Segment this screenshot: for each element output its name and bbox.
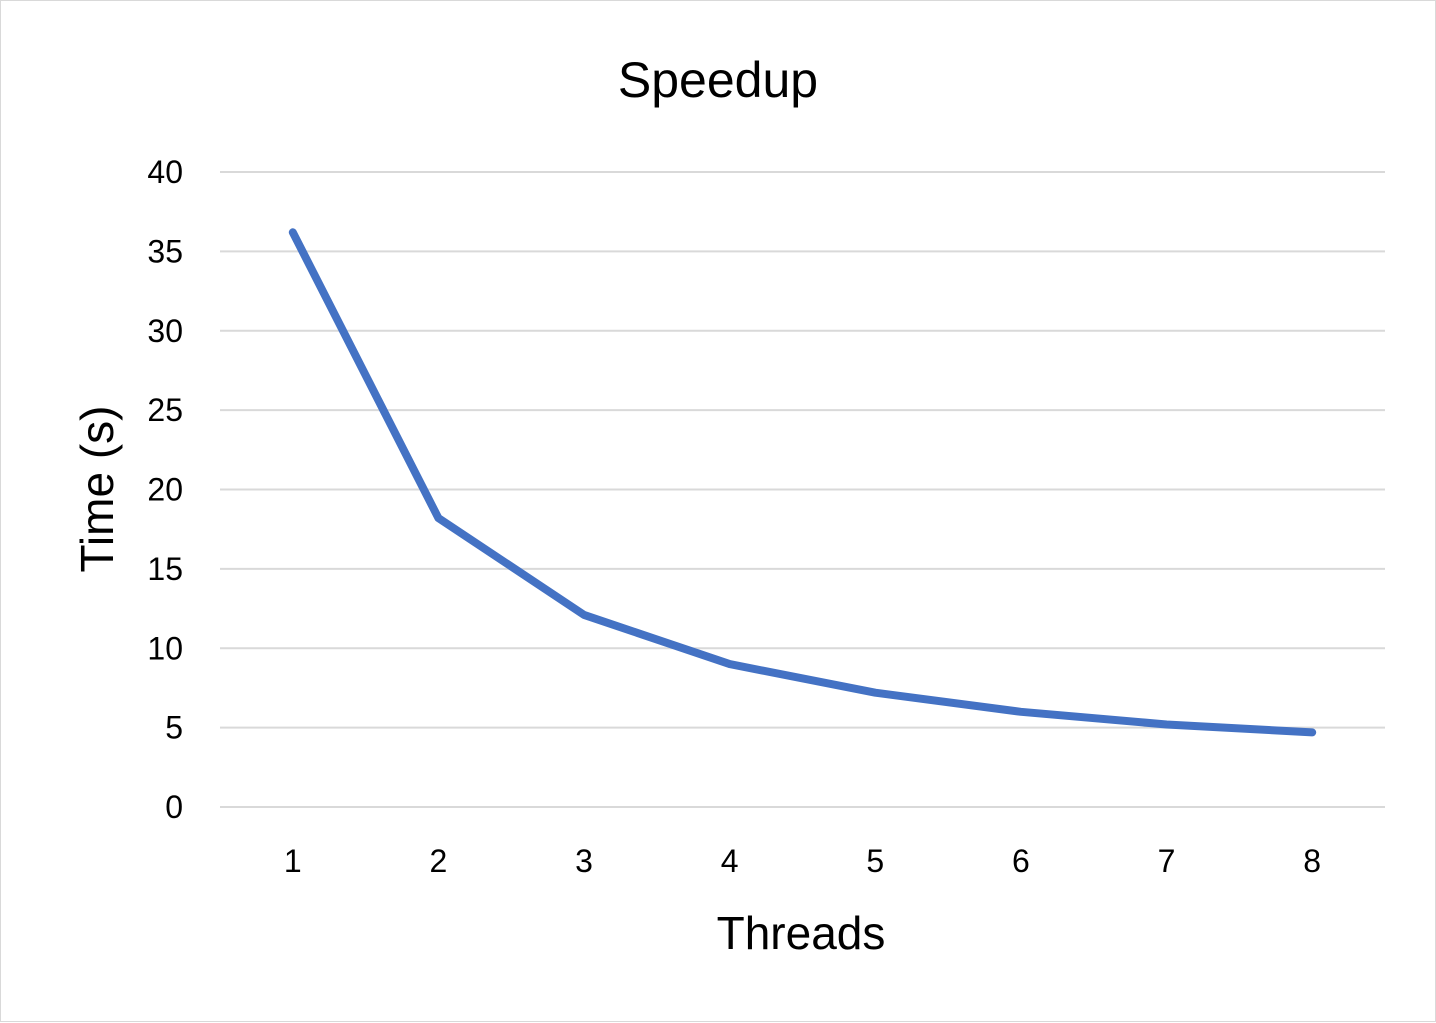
gridlines (220, 172, 1385, 807)
series-line (293, 232, 1312, 732)
x-tick-label: 1 (284, 843, 302, 879)
y-tick-label: 30 (147, 313, 183, 349)
y-tick-label: 40 (147, 154, 183, 190)
chart-title: Speedup (618, 52, 818, 108)
x-tick-label: 8 (1303, 843, 1321, 879)
x-tick-label: 5 (866, 843, 884, 879)
y-axis-title: Time (s) (71, 406, 123, 573)
x-tick-label: 3 (575, 843, 593, 879)
y-tick-label: 35 (147, 233, 183, 269)
x-axis-ticks: 1 2 3 4 5 6 7 8 (284, 843, 1321, 879)
y-tick-label: 10 (147, 630, 183, 666)
series-group (293, 232, 1313, 732)
y-tick-label: 15 (147, 551, 183, 587)
y-tick-label: 25 (147, 392, 183, 428)
x-axis-title: Threads (717, 907, 886, 959)
x-tick-label: 4 (721, 843, 739, 879)
y-tick-label: 0 (165, 789, 183, 825)
x-tick-label: 6 (1012, 843, 1030, 879)
x-tick-label: 7 (1158, 843, 1176, 879)
y-axis-ticks: 0 5 10 15 20 25 30 35 40 (147, 154, 183, 825)
x-tick-label: 2 (430, 843, 448, 879)
y-tick-label: 20 (147, 472, 183, 508)
y-tick-label: 5 (165, 710, 183, 746)
